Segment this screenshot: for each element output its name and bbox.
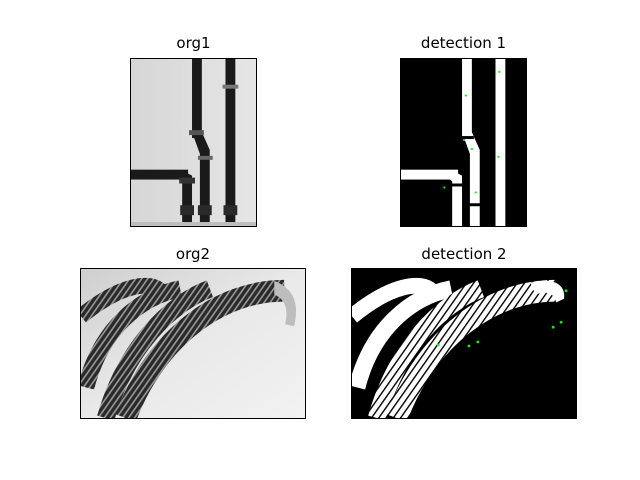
image-detection-1 [400,58,527,227]
image-detection-2 [351,268,577,419]
keypoints [436,289,568,348]
panel-title-detection-1: detection 1 [420,34,507,52]
pipes-photo [131,59,256,226]
keypoints [443,70,501,194]
panel-title-org1: org1 [176,34,211,52]
panel-title-org2: org2 [175,245,211,263]
image-org2 [80,268,306,419]
image-org1 [130,58,257,227]
panel-title-detection-2: detection 2 [421,245,507,263]
hoses-photo [81,269,305,418]
pipes-mask [401,59,526,226]
hoses-mask [352,269,576,418]
